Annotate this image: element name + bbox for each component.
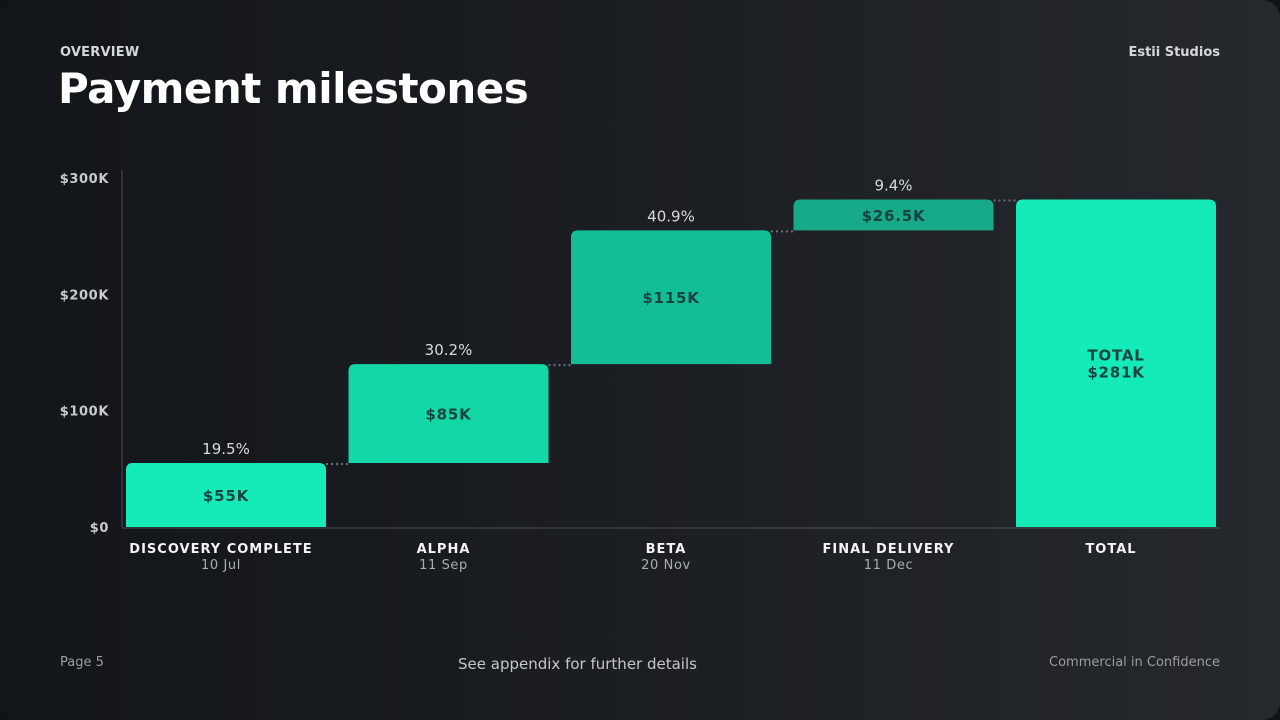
confidentiality-note: Commercial in Confidence	[1049, 655, 1220, 670]
category-label: FINAL DELIVERY	[823, 542, 955, 557]
y-tick-label: $200K	[60, 288, 110, 303]
footer-note: See appendix for further details	[458, 655, 697, 673]
milestone-date-label: 11 Sep	[419, 558, 468, 573]
bar-value-label: $281K	[1087, 363, 1145, 381]
milestone-date-label: 10 Jul	[201, 558, 241, 573]
brand-name: Estii Studios	[1128, 45, 1220, 60]
percent-label: 19.5%	[202, 440, 250, 458]
bar	[793, 199, 994, 231]
bar	[571, 230, 771, 365]
bar	[348, 364, 549, 464]
milestone-date-label: 20 Nov	[641, 558, 691, 573]
category-label: ALPHA	[417, 542, 471, 557]
total-bar-label: TOTAL	[1087, 346, 1144, 364]
milestone-date-label: 11 Dec	[864, 558, 913, 573]
section-eyebrow: OVERVIEW	[60, 45, 140, 60]
page-number: Page 5	[60, 655, 104, 670]
bar-value-label: $85K	[425, 406, 472, 424]
bar-value-label: $115K	[642, 289, 700, 307]
page-title: Payment milestones	[58, 64, 529, 113]
percent-label: 30.2%	[425, 341, 473, 359]
bar-value-label: $26.5K	[862, 207, 926, 225]
category-label: DISCOVERY COMPLETE	[129, 542, 312, 557]
y-tick-label: $300K	[60, 172, 110, 187]
bar	[126, 463, 326, 527]
y-tick-label: $0	[90, 521, 109, 536]
y-tick-label: $100K	[60, 405, 110, 420]
bar	[1016, 199, 1216, 527]
category-label: BETA	[646, 542, 687, 557]
percent-label: 9.4%	[874, 177, 912, 195]
bar-value-label: $55K	[203, 487, 250, 505]
percent-label: 40.9%	[647, 207, 695, 225]
category-label: TOTAL	[1085, 542, 1136, 557]
